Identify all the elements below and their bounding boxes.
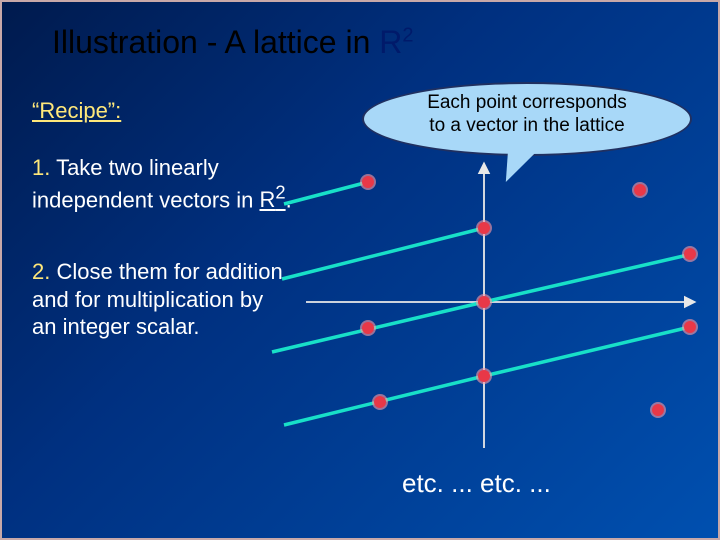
page-title: Illustration - A lattice in R2 (52, 24, 414, 61)
step-2-number: 2. (32, 259, 50, 284)
callout: Each point corresponds to a vector in th… (362, 82, 702, 156)
callout-bubble: Each point corresponds to a vector in th… (362, 82, 692, 156)
recipe-heading: “Recipe”: (32, 98, 121, 124)
title-text: Illustration - A lattice in (52, 24, 379, 60)
step-2: 2. Close them for addition and for multi… (32, 258, 292, 341)
step-1: 1. Take two linearly independent vectors… (32, 154, 292, 213)
callout-line-2: to a vector in the lattice (378, 115, 676, 138)
step-1-text: Take two linearly independent vectors in (32, 155, 260, 212)
title-r2: R2 (379, 24, 413, 60)
lattice-svg (312, 152, 702, 452)
step-1-number: 1. (32, 155, 50, 180)
callout-line-1: Each point corresponds (378, 92, 676, 115)
step-2-text: Close them for addition and for multipli… (32, 259, 283, 339)
step-1-r2: R2 (260, 187, 286, 212)
lattice-diagram (312, 152, 702, 452)
etc-text: etc. ... etc. ... (402, 468, 551, 499)
